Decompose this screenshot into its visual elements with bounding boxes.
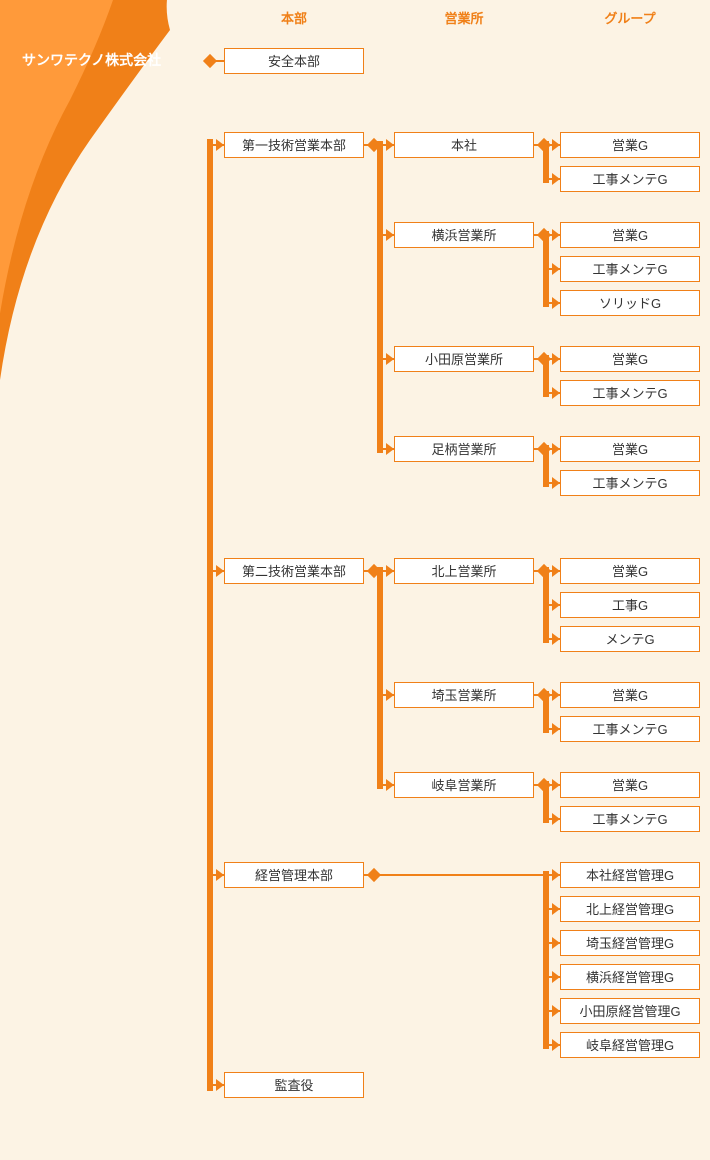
honbu-box: 第一技術営業本部 xyxy=(224,132,364,158)
office-box: 北上営業所 xyxy=(394,558,534,584)
connector-vertical xyxy=(543,871,549,1049)
arrow-icon xyxy=(552,971,560,983)
office-box: 小田原営業所 xyxy=(394,346,534,372)
group-box: 横浜経営管理G xyxy=(560,964,700,990)
office-box: 本社 xyxy=(394,132,534,158)
office-box: 岐阜営業所 xyxy=(394,772,534,798)
header-eigyo: 営業所 xyxy=(394,8,534,27)
arrow-icon xyxy=(552,1005,560,1017)
arrow-icon xyxy=(216,1079,224,1091)
connector-vertical xyxy=(377,567,383,789)
group-box: 岐阜経営管理G xyxy=(560,1032,700,1058)
arrow-icon xyxy=(552,297,560,309)
arrow-icon xyxy=(386,443,394,455)
group-box: 工事メンテG xyxy=(560,470,700,496)
header-group: グループ xyxy=(560,8,700,27)
arrow-icon xyxy=(552,599,560,611)
connector-vertical xyxy=(543,781,549,823)
arrow-icon xyxy=(552,263,560,275)
arrow-icon xyxy=(552,477,560,489)
group-box: 工事G xyxy=(560,592,700,618)
group-box: 工事メンテG xyxy=(560,166,700,192)
group-box: 工事メンテG xyxy=(560,256,700,282)
arrow-icon xyxy=(386,565,394,577)
group-box: 営業G xyxy=(560,682,700,708)
arrow-icon xyxy=(552,869,560,881)
office-box: 横浜営業所 xyxy=(394,222,534,248)
arrow-icon xyxy=(552,633,560,645)
arrow-icon xyxy=(552,353,560,365)
arrow-icon xyxy=(552,565,560,577)
group-box: 営業G xyxy=(560,132,700,158)
connector-horizontal xyxy=(364,874,374,876)
connector-vertical xyxy=(377,141,383,453)
arrow-icon xyxy=(552,779,560,791)
group-box: 営業G xyxy=(560,436,700,462)
group-box: 工事メンテG xyxy=(560,806,700,832)
group-box: メンテG xyxy=(560,626,700,652)
arrow-icon xyxy=(552,443,560,455)
group-box: 小田原経営管理G xyxy=(560,998,700,1024)
arrow-icon xyxy=(216,869,224,881)
arrow-icon xyxy=(386,689,394,701)
arrow-icon xyxy=(386,139,394,151)
arrow-icon xyxy=(552,903,560,915)
honbu-box: 経営管理本部 xyxy=(224,862,364,888)
group-box: 営業G xyxy=(560,772,700,798)
decorative-blob xyxy=(0,0,220,1160)
connector-vertical xyxy=(207,139,213,1091)
connector-vertical xyxy=(543,691,549,733)
office-box: 埼玉営業所 xyxy=(394,682,534,708)
arrow-icon xyxy=(386,779,394,791)
arrow-icon xyxy=(386,229,394,241)
connector-vertical xyxy=(543,445,549,487)
header-honbu: 本部 xyxy=(224,8,364,27)
arrow-icon xyxy=(552,937,560,949)
group-box: 営業G xyxy=(560,558,700,584)
connector-horizontal xyxy=(364,144,374,146)
group-box: 埼玉経営管理G xyxy=(560,930,700,956)
group-box: 営業G xyxy=(560,346,700,372)
arrow-icon xyxy=(216,139,224,151)
honbu-box: 監査役 xyxy=(224,1072,364,1098)
honbu-box: 第二技術営業本部 xyxy=(224,558,364,584)
arrow-icon xyxy=(386,353,394,365)
arrow-icon xyxy=(552,689,560,701)
group-box: 北上経営管理G xyxy=(560,896,700,922)
connector-horizontal xyxy=(374,874,546,876)
connector-horizontal xyxy=(364,570,374,572)
arrow-icon xyxy=(552,229,560,241)
group-box: ソリッドG xyxy=(560,290,700,316)
arrow-icon xyxy=(552,173,560,185)
honbu-box: 安全本部 xyxy=(224,48,364,74)
connector-horizontal xyxy=(210,60,224,62)
arrow-icon xyxy=(552,1039,560,1051)
arrow-icon xyxy=(552,813,560,825)
group-box: 営業G xyxy=(560,222,700,248)
arrow-icon xyxy=(552,387,560,399)
office-box: 足柄営業所 xyxy=(394,436,534,462)
group-box: 工事メンテG xyxy=(560,716,700,742)
arrow-icon xyxy=(552,723,560,735)
connector-vertical xyxy=(543,355,549,397)
arrow-icon xyxy=(552,139,560,151)
arrow-icon xyxy=(216,565,224,577)
group-box: 本社経営管理G xyxy=(560,862,700,888)
company-name: サンワテクノ株式会社 xyxy=(22,50,161,70)
connector-vertical xyxy=(543,141,549,183)
group-box: 工事メンテG xyxy=(560,380,700,406)
